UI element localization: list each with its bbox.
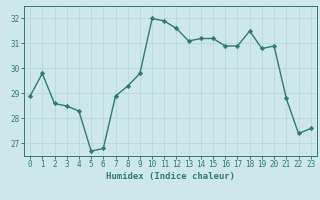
- X-axis label: Humidex (Indice chaleur): Humidex (Indice chaleur): [106, 172, 235, 181]
